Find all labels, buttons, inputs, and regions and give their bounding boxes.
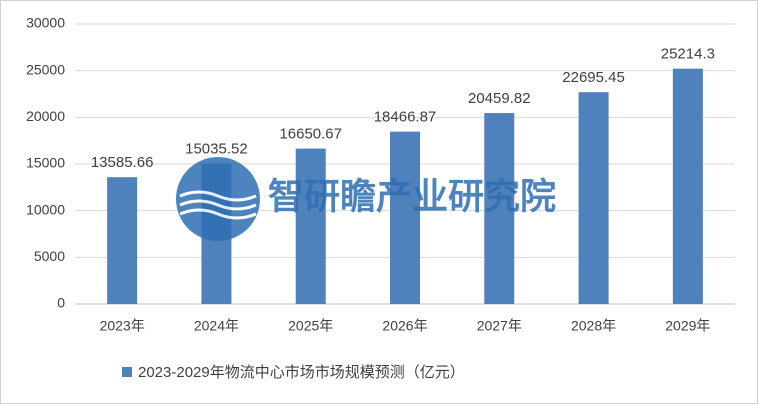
y-tick-label: 30000 bbox=[26, 15, 65, 31]
x-tick-label: 2027年 bbox=[477, 318, 522, 334]
x-tick-label: 2023年 bbox=[100, 318, 145, 334]
legend-swatch bbox=[122, 367, 132, 377]
watermark-wave bbox=[179, 208, 257, 220]
y-tick-label: 25000 bbox=[26, 61, 65, 77]
data-label: 22695.45 bbox=[562, 69, 625, 86]
data-label: 13585.66 bbox=[91, 154, 154, 171]
data-label: 15035.52 bbox=[185, 141, 248, 158]
x-tick-label: 2028年 bbox=[571, 318, 616, 334]
x-tick-label: 2029年 bbox=[665, 318, 710, 334]
bar bbox=[107, 177, 138, 304]
y-tick-label: 0 bbox=[57, 295, 65, 311]
legend-label: 2023-2029年物流中心市场市场规模预测（亿元） bbox=[138, 364, 465, 381]
data-label: 20459.82 bbox=[468, 90, 531, 107]
y-tick-label: 10000 bbox=[26, 201, 65, 217]
data-label: 25214.3 bbox=[661, 46, 715, 63]
bar bbox=[672, 68, 703, 304]
watermark: 智研瞻产业研究院 bbox=[176, 157, 556, 241]
bar bbox=[484, 113, 515, 304]
watermark-text: 智研瞻产业研究院 bbox=[268, 176, 556, 217]
bar bbox=[390, 131, 420, 304]
x-tick-label: 2026年 bbox=[382, 318, 427, 334]
data-label: 16650.67 bbox=[279, 126, 342, 143]
bar bbox=[295, 148, 326, 304]
x-tick-label: 2025年 bbox=[288, 318, 333, 334]
x-tick-label: 2024年 bbox=[194, 318, 239, 334]
watermark-wave bbox=[179, 199, 257, 211]
y-tick-label: 15000 bbox=[26, 155, 65, 171]
watermark-logo bbox=[176, 157, 260, 241]
bar bbox=[578, 92, 609, 304]
y-tick-label: 5000 bbox=[34, 248, 65, 264]
watermark-wave bbox=[179, 190, 257, 202]
y-tick-label: 20000 bbox=[26, 108, 65, 124]
data-label: 18466.87 bbox=[374, 109, 437, 126]
